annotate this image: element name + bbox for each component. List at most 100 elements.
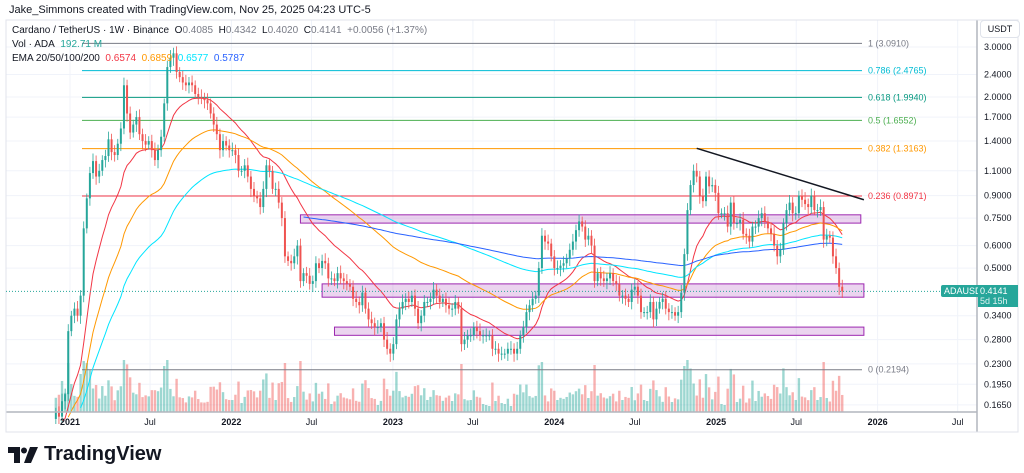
candle-body [379,323,382,328]
time-tick: 2026 [868,417,888,427]
volume-bar [88,370,92,412]
volume-bar [475,396,479,412]
price-tick: 0.6000 [984,241,1012,251]
candle-body [166,67,169,104]
candle-body [314,263,317,282]
volume-bar [169,388,172,412]
candle-body [423,301,426,316]
volume-bar [107,380,110,412]
volume-bar [472,390,476,412]
candle-body [643,312,646,314]
candle-body [574,230,577,242]
volume-legend[interactable]: Vol · ADA 192.71 M [12,39,103,50]
candle-body [729,202,732,227]
candle-body [757,218,760,227]
candle-body [680,292,683,313]
volume-bar [813,387,816,412]
candle-body [587,235,590,240]
volume-bar [673,398,677,412]
volume-bar [519,384,522,412]
volume-bar [553,390,556,412]
price-tick: 2.4000 [984,70,1012,80]
volume-bar [296,386,299,412]
volume-bar [156,391,160,412]
ema-legend[interactable]: EMA 20/50/100/200 0.6574 0.6859 0.6577 0… [12,53,245,64]
symbol-legend[interactable]: Cardano / TetherUS · 1W · Binance O0.408… [12,25,428,36]
support-zones[interactable] [299,214,865,336]
legend: Cardano / TetherUS · 1W · Binance O0.408… [12,24,427,66]
candle-body [417,308,420,324]
candle-body [283,218,286,257]
candle-body [723,213,726,215]
volume-bar [757,390,760,412]
volume-bar [540,362,544,412]
volume-bar [689,368,692,412]
volume-bar [404,395,407,412]
candle-body [73,308,76,316]
volume-bar [336,395,339,412]
volume-bar [330,404,333,412]
candle-body [383,323,386,340]
volume-bar [113,400,116,412]
candle-body [711,185,714,187]
volume-bar [776,387,779,412]
candle-body [732,202,735,224]
currency-unit-button[interactable]: USDT [980,20,1020,38]
candle-body [407,298,410,302]
candle-body [373,323,376,328]
time-tick: 2023 [383,417,403,427]
volume-bar [274,400,277,412]
volume-bar [280,381,284,412]
candle-body [256,195,259,199]
candle-body [64,394,67,402]
volume-bar [556,400,559,412]
tradingview-logo[interactable]: TradingView [8,443,161,466]
ema-lines [61,97,843,422]
volume-bar [141,397,144,412]
volume-bar [701,397,705,412]
fib-retracement[interactable]: 1 (3.0910) 0.786 (2.4765) 0.618 (1.9940) 0.… [82,38,927,375]
candle-body [243,165,246,171]
volume-bar [283,363,287,412]
candles [54,46,844,425]
volume-bar [91,388,95,412]
volume-bar [73,395,76,412]
volume-bar [800,396,804,412]
volume-bar [568,392,571,412]
volume-bar [509,406,513,412]
volume-bar [686,360,689,412]
volume-bar [571,394,575,412]
volume-bar [618,390,621,412]
candle-body [215,124,218,135]
candle-body [714,185,717,193]
time-tick: Jul [144,417,156,427]
candle-body [262,188,265,208]
volume-bar [277,383,280,412]
candle-body [522,327,525,336]
trendline[interactable] [696,147,865,201]
candle-body [568,249,571,259]
volume-bar [333,401,336,412]
volume-bar [825,397,828,412]
symbol-title: Cardano / TetherUS · 1W · Binance [12,25,170,36]
last-price-label: 0.4141 5d 15h [978,285,1018,307]
candle-body [302,273,305,282]
time-tick: Jul [306,417,318,427]
volume-bar [150,390,154,412]
logo-text: TradingView [44,443,162,465]
support-zone [321,283,865,298]
candle-body [395,319,398,345]
volume-bar [658,396,661,412]
candle-body [469,335,472,337]
volume-bar [373,398,376,412]
candle-body [410,295,413,302]
volume-bar [327,383,330,412]
change-value: +0.0056 (+1.37%) [347,25,428,36]
time-tick: 2021 [60,417,80,427]
candle-body [342,278,345,282]
candle-body [649,301,652,313]
low-value: 0.4020 [267,25,299,36]
candle-body [113,152,116,156]
volume-bar [791,392,794,412]
